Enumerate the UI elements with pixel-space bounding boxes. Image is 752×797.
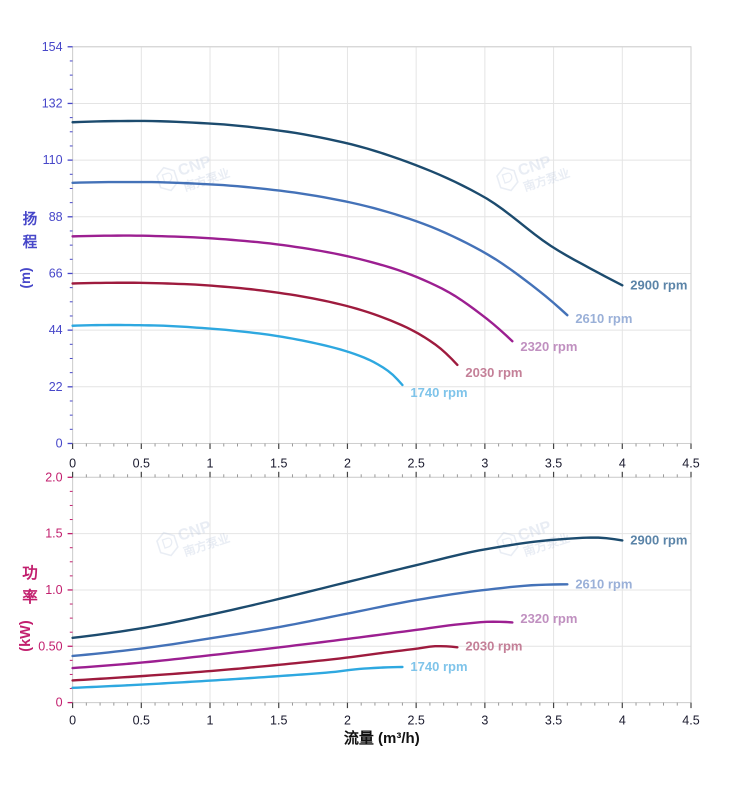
svg-text:2: 2 bbox=[344, 714, 351, 728]
svg-text:流量 (m³/h): 流量 (m³/h) bbox=[344, 729, 420, 747]
svg-text:3.5: 3.5 bbox=[545, 714, 562, 728]
svg-text:2610 rpm: 2610 rpm bbox=[575, 576, 632, 591]
svg-text:0.5: 0.5 bbox=[133, 714, 150, 728]
svg-text:0: 0 bbox=[69, 714, 76, 728]
svg-text:1: 1 bbox=[207, 456, 214, 470]
svg-text:1740 rpm: 1740 rpm bbox=[410, 659, 467, 674]
svg-text:1: 1 bbox=[207, 714, 214, 728]
svg-text:2320 rpm: 2320 rpm bbox=[520, 339, 577, 354]
svg-text:2900 rpm: 2900 rpm bbox=[630, 277, 687, 292]
svg-text:(m): (m) bbox=[18, 268, 33, 289]
svg-text:2.5: 2.5 bbox=[407, 714, 424, 728]
svg-text:功: 功 bbox=[22, 564, 38, 582]
svg-text:2.0: 2.0 bbox=[45, 470, 62, 484]
svg-text:程: 程 bbox=[23, 234, 38, 251]
svg-text:154: 154 bbox=[42, 40, 63, 54]
svg-text:2030 rpm: 2030 rpm bbox=[465, 365, 522, 380]
svg-text:0: 0 bbox=[56, 696, 63, 710]
svg-text:4: 4 bbox=[619, 456, 626, 470]
svg-text:88: 88 bbox=[49, 210, 63, 224]
svg-text:22: 22 bbox=[49, 380, 63, 394]
svg-text:4.5: 4.5 bbox=[682, 714, 699, 728]
svg-text:110: 110 bbox=[43, 153, 63, 167]
svg-text:3: 3 bbox=[481, 456, 488, 470]
svg-text:2.5: 2.5 bbox=[407, 456, 424, 470]
svg-text:2320 rpm: 2320 rpm bbox=[520, 611, 577, 626]
svg-text:132: 132 bbox=[42, 96, 63, 110]
svg-text:2: 2 bbox=[344, 456, 351, 470]
svg-text:1.5: 1.5 bbox=[270, 456, 287, 470]
svg-text:2900 rpm: 2900 rpm bbox=[630, 532, 687, 547]
svg-text:3: 3 bbox=[481, 714, 488, 728]
svg-text:0: 0 bbox=[69, 456, 76, 470]
svg-text:3.5: 3.5 bbox=[545, 456, 562, 470]
svg-text:44: 44 bbox=[49, 323, 63, 337]
svg-text:率: 率 bbox=[22, 587, 38, 606]
svg-text:2610 rpm: 2610 rpm bbox=[575, 311, 632, 326]
svg-text:1.5: 1.5 bbox=[270, 714, 287, 728]
svg-text:1.5: 1.5 bbox=[45, 527, 62, 541]
svg-text:0.50: 0.50 bbox=[38, 639, 62, 653]
svg-text:扬: 扬 bbox=[23, 210, 38, 228]
svg-text:2030 rpm: 2030 rpm bbox=[465, 638, 522, 653]
svg-text:0.5: 0.5 bbox=[133, 456, 150, 470]
svg-text:4.5: 4.5 bbox=[682, 456, 699, 470]
svg-text:0: 0 bbox=[56, 436, 63, 450]
svg-text:1.0: 1.0 bbox=[45, 583, 62, 597]
svg-text:(kW): (kW) bbox=[18, 620, 34, 652]
svg-text:4: 4 bbox=[619, 714, 626, 728]
svg-text:66: 66 bbox=[49, 266, 63, 280]
svg-text:1740 rpm: 1740 rpm bbox=[410, 385, 467, 400]
